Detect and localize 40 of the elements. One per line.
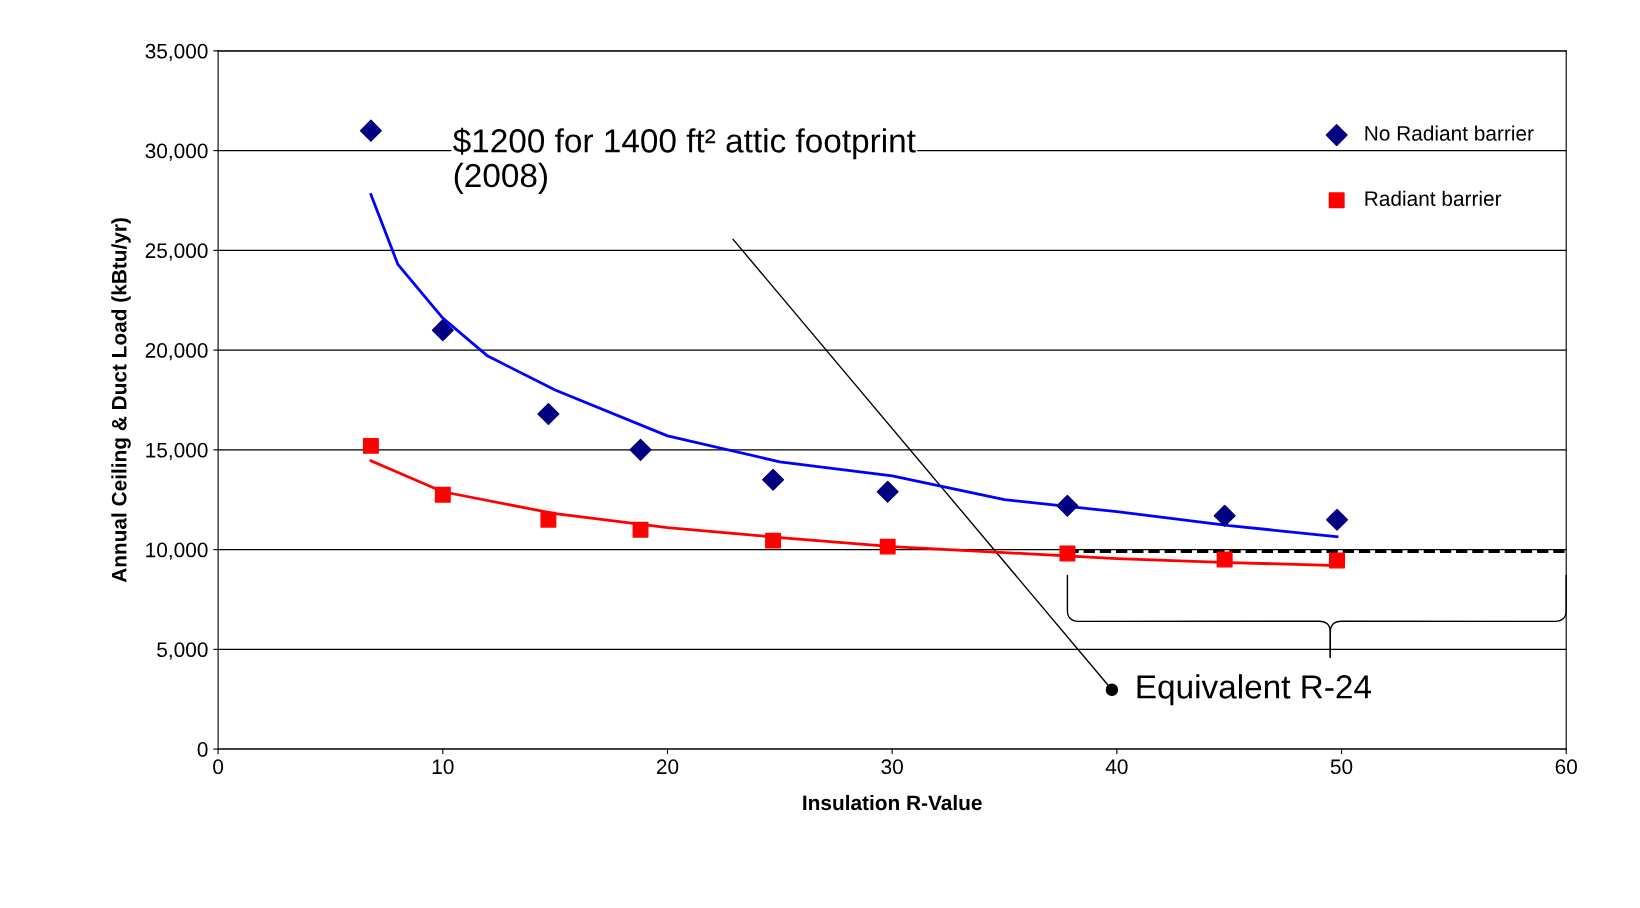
legend-label: Radiant barrier bbox=[1365, 190, 1502, 207]
point bbox=[434, 486, 451, 503]
point bbox=[1216, 551, 1233, 568]
point bbox=[1059, 545, 1076, 562]
y-tick-label: 35,000 bbox=[145, 43, 208, 62]
point bbox=[1056, 494, 1079, 517]
line-series bbox=[369, 193, 1339, 539]
x-tick-label: 10 bbox=[432, 759, 454, 775]
x-tick-label: 0 bbox=[213, 759, 224, 775]
y-tick-label: 25,000 bbox=[145, 243, 208, 261]
point bbox=[1213, 504, 1236, 527]
point bbox=[762, 468, 785, 491]
point bbox=[1326, 508, 1349, 531]
annotation: $1200 for 1400 ft² attic footprint (2008) bbox=[453, 127, 916, 194]
point bbox=[362, 437, 379, 454]
y-tick-label: 10,000 bbox=[146, 542, 208, 560]
y-tick-label: 0 bbox=[197, 742, 208, 757]
x-tick-label: 30 bbox=[881, 759, 903, 775]
point bbox=[632, 521, 649, 538]
legend-label: No Radiant barrier bbox=[1365, 125, 1534, 141]
point bbox=[765, 532, 782, 549]
y-tick-label: 5,000 bbox=[157, 642, 208, 660]
y-tick-label: 20,000 bbox=[145, 343, 208, 361]
y-tick-label: 15,000 bbox=[146, 442, 208, 461]
point bbox=[537, 402, 560, 425]
y-tick-label: 30,000 bbox=[145, 143, 208, 161]
point bbox=[359, 119, 382, 142]
x-axis-title: Insulation R-Value bbox=[803, 794, 982, 811]
x-tick-label: 50 bbox=[1330, 759, 1353, 775]
annotation: Equivalent R-24 bbox=[1137, 674, 1372, 706]
point bbox=[629, 438, 652, 461]
point bbox=[1329, 552, 1346, 569]
point bbox=[431, 319, 454, 342]
x-tick-label: 60 bbox=[1555, 759, 1577, 775]
x-tick-label: 40 bbox=[1105, 759, 1128, 775]
y-axis-title: Annual Ceiling & Duct Load (kBtu/yr) bbox=[111, 218, 131, 583]
point bbox=[879, 538, 896, 555]
point bbox=[540, 511, 557, 528]
point bbox=[876, 480, 899, 503]
x-tick-label: 20 bbox=[656, 759, 679, 775]
